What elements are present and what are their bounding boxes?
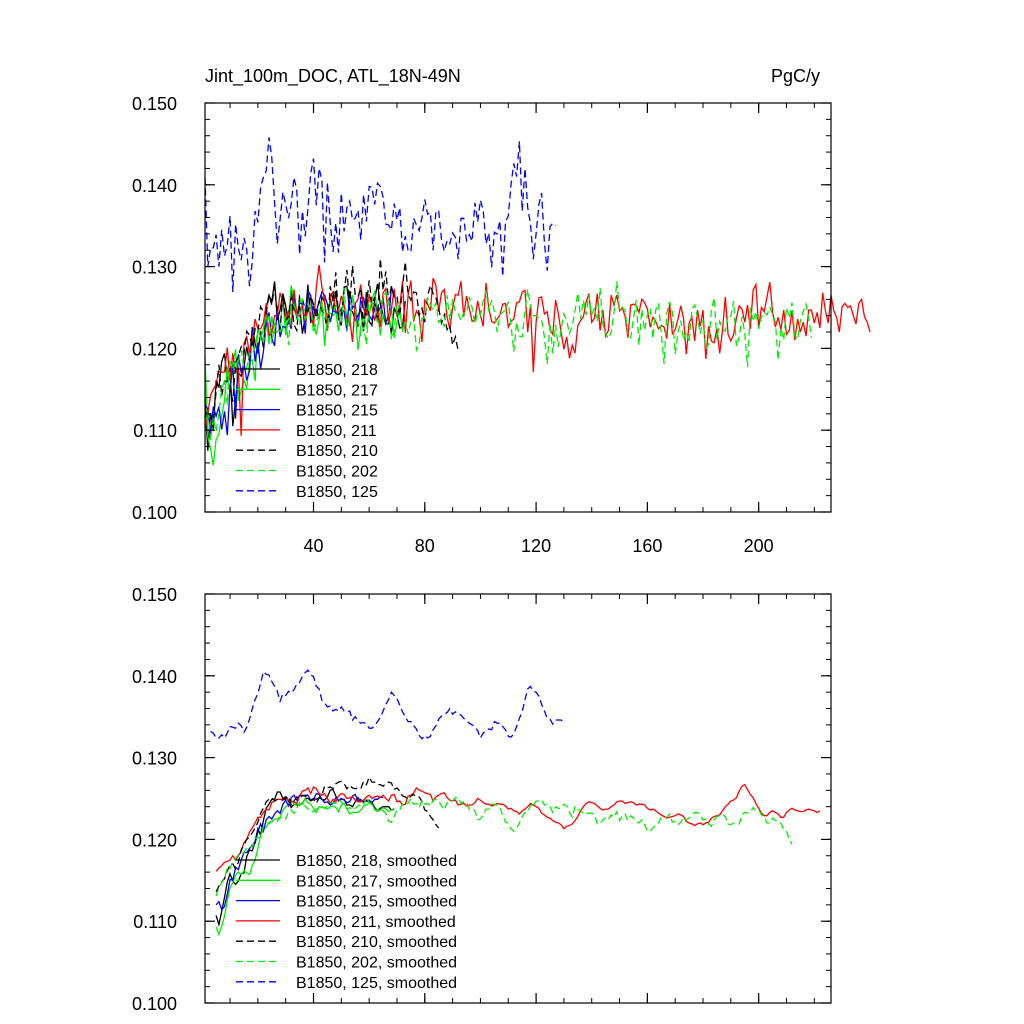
legend-label: B1850, 211, smoothed (296, 914, 456, 931)
x-tick-label: 80 (415, 536, 435, 556)
legend-label: B1850, 217 (296, 382, 378, 399)
y-tick-label: 0.150 (132, 585, 177, 605)
x-tick-label: 120 (521, 536, 551, 556)
legend-label: B1850, 215, smoothed (296, 894, 457, 911)
y-tick-label: 0.130 (132, 749, 177, 769)
y-tick-label: 0.120 (132, 830, 177, 850)
series-line-5 (204, 281, 813, 441)
y-tick-label: 0.110 (133, 912, 177, 932)
chart-units: PgC/y (771, 66, 820, 86)
x-tick-label: 200 (744, 536, 774, 556)
x-tick-label: 40 (303, 536, 323, 556)
plot-frame (204, 593, 832, 1004)
bottom-panel: 0.100 0.110 0.120 0.130 0.140 0.150 B1850, 218… (132, 585, 832, 1014)
series-line-5 (215, 795, 793, 897)
top-panel: 0.100 0.110 0.120 0.130 0.140 0.150 40 80 120 160… (132, 94, 871, 556)
series-line-4 (204, 258, 459, 421)
legend-label: B1850, 215 (296, 403, 378, 420)
y-tick-label: 0.140 (132, 176, 177, 196)
legend-label: B1850, 125, smoothed (296, 975, 457, 992)
legend-label: B1850, 217, smoothed (296, 873, 457, 890)
y-tick-label: 0.130 (132, 258, 177, 278)
y-tick-label: 0.150 (132, 94, 177, 114)
y-tick-label: 0.120 (132, 339, 177, 359)
legend-label: B1850, 210 (296, 443, 378, 460)
y-tick-label: 0.100 (132, 503, 177, 523)
y-tick-label: 0.140 (132, 667, 177, 687)
plot-frame (204, 102, 832, 513)
y-tick-label: 0.110 (133, 421, 177, 441)
legend-label: B1850, 202 (296, 464, 378, 481)
series-line-6 (210, 669, 565, 740)
series-line-3 (215, 783, 821, 872)
legend-label: B1850, 202, smoothed (296, 955, 457, 972)
legend-label: B1850, 218 (296, 362, 378, 379)
series-line-1 (215, 797, 395, 937)
series-line-4 (215, 775, 440, 893)
legend-label: B1850, 210, smoothed (296, 934, 457, 951)
chart-title: Jint_100m_DOC, ATL_18N-49N (205, 66, 461, 87)
legend-label: B1850, 125 (296, 484, 378, 501)
series-line-6 (204, 137, 557, 293)
legend-label: B1850, 218, smoothed (296, 853, 457, 870)
y-tick-label: 0.100 (132, 994, 177, 1014)
series-line-3 (204, 264, 871, 436)
legend-label: B1850, 211 (296, 423, 377, 440)
x-tick-label: 160 (632, 536, 662, 556)
